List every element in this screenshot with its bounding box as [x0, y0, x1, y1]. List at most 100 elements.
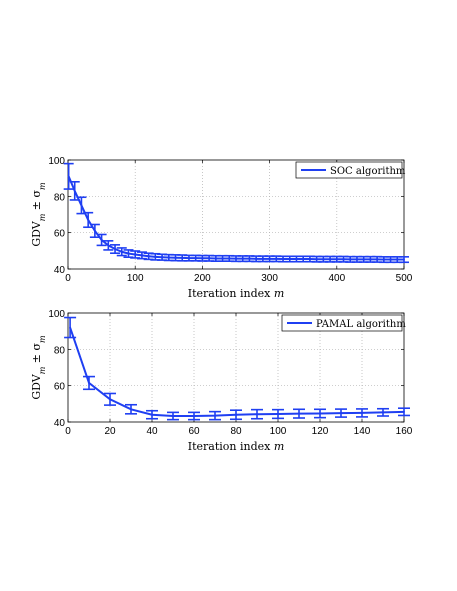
data-point: [93, 229, 96, 232]
data-point: [114, 248, 116, 250]
data-point: [130, 408, 132, 411]
data-point: [396, 258, 399, 261]
chart-pamal: 0 20 40 60 80 100 120 140 160 40 60 80 100 Iteration …: [30, 309, 413, 453]
data-point: [361, 412, 363, 414]
data-point: [174, 256, 177, 259]
data-point: [235, 413, 237, 416]
data-point: [298, 412, 300, 415]
data-point: [109, 398, 111, 401]
data-point: [235, 257, 237, 260]
data-point: [73, 189, 76, 192]
y-tick-label: 80: [54, 192, 66, 203]
x-tick-label: 500: [396, 273, 413, 284]
data-point: [369, 258, 372, 261]
data-point: [87, 219, 90, 221]
data-point: [248, 257, 251, 260]
x-tick-label: 20: [104, 426, 116, 437]
plot-frame: [67, 159, 405, 270]
data-point: [69, 326, 71, 329]
y-axis-label: GDVm ± σm: [30, 182, 47, 247]
data-point: [322, 258, 325, 261]
data-point: [151, 413, 153, 416]
data-point: [67, 175, 70, 178]
data-point: [261, 257, 264, 260]
data-point: [349, 258, 352, 261]
x-axis-label: Iteration index m: [188, 287, 285, 300]
x-tick-label: 60: [188, 426, 200, 437]
data-point: [107, 244, 110, 247]
legend-label: SOC algorithm: [330, 166, 406, 177]
data-point: [382, 258, 385, 261]
y-tick-label: 80: [54, 345, 66, 356]
data-point: [214, 257, 217, 260]
data-point: [282, 258, 284, 260]
legend-box: [295, 161, 403, 179]
data-point: [389, 258, 392, 261]
data-point: [127, 252, 130, 255]
x-tick-label: 80: [230, 426, 242, 437]
data-point: [255, 257, 258, 260]
y-tick-label: 60: [54, 382, 66, 393]
data-point: [362, 258, 365, 261]
x-tick-label: 100: [127, 273, 144, 284]
data-point: [335, 258, 338, 261]
y-axis-label: GDVm ± σm: [30, 335, 47, 400]
x-tick-label: 100: [270, 426, 287, 437]
data-point: [201, 257, 204, 260]
data-point: [134, 253, 137, 256]
data-point: [295, 258, 298, 260]
data-point: [88, 382, 90, 384]
x-tick-label: 0: [65, 426, 71, 437]
x-tick-label: 300: [261, 273, 278, 284]
x-tick-label: 40: [146, 426, 158, 437]
y-tick-label: 40: [54, 418, 66, 429]
data-point: [172, 415, 174, 417]
chart-soc: 0 100 200 300 400 500 40 60 80 100 Iteration index…: [30, 156, 413, 300]
data-point: [221, 257, 224, 260]
y-tick-label: 100: [48, 309, 65, 320]
data-point: [100, 239, 103, 241]
x-tick-label: 400: [328, 273, 345, 284]
x-tick-label: 120: [312, 426, 329, 437]
x-tick-label: 0: [65, 273, 71, 284]
y-tick-label: 40: [54, 265, 66, 276]
data-point: [382, 411, 384, 414]
data-point: [356, 258, 358, 261]
data-point: [403, 258, 405, 261]
data-point: [194, 257, 197, 259]
x-tick-label: 200: [194, 273, 211, 284]
legend-box: [281, 314, 403, 332]
data-point: [403, 410, 405, 413]
y-tick-label: 100: [48, 156, 65, 167]
data-point: [120, 250, 123, 253]
data-point: [188, 257, 190, 259]
data-point: [228, 257, 231, 260]
data-point: [80, 204, 83, 207]
data-point: [147, 255, 150, 258]
data-point: [342, 258, 345, 261]
data-point: [319, 412, 321, 415]
x-tick-label: 160: [396, 426, 413, 437]
data-point: [268, 257, 271, 260]
legend-label: PAMAL algorithm: [316, 319, 406, 330]
data-point: [161, 256, 163, 259]
x-axis-label: Iteration index m: [188, 440, 285, 453]
data-point: [208, 257, 211, 260]
data-point: [141, 254, 143, 257]
data-point: [329, 258, 331, 261]
data-point: [376, 258, 379, 261]
data-point: [214, 414, 216, 417]
data-point: [277, 413, 279, 415]
data-point: [167, 256, 170, 259]
data-point: [275, 257, 278, 260]
data-point: [193, 415, 195, 417]
data-point: [315, 258, 318, 261]
data-point: [241, 257, 244, 260]
data-point: [340, 412, 342, 414]
data-point: [288, 258, 291, 260]
data-point: [256, 413, 258, 416]
y-tick-label: 60: [54, 229, 66, 240]
series-line: [69, 327, 405, 418]
data-point: [309, 258, 311, 260]
